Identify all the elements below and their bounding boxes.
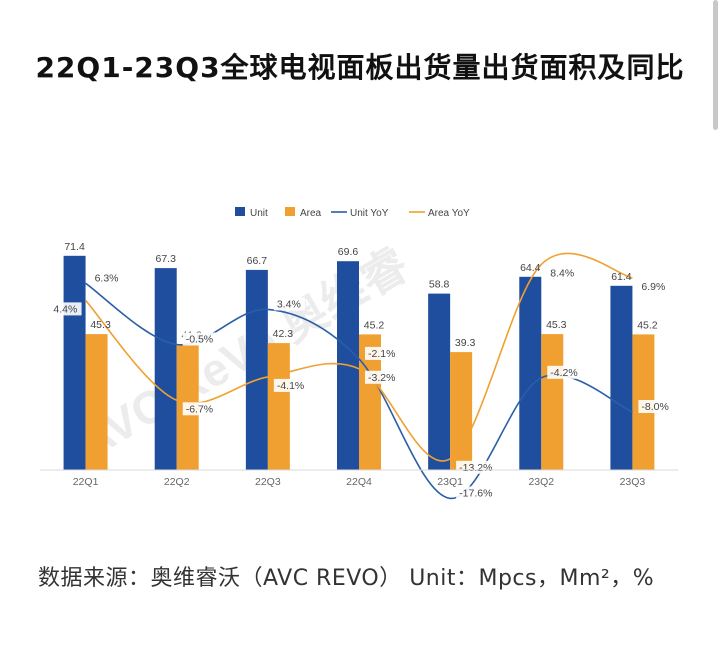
x-tick-label-23Q2: 23Q2 bbox=[528, 476, 554, 488]
yoy-label-bg-unit-yoy-22Q4 bbox=[365, 346, 403, 360]
yoy-label-area-yoy-22Q4: -3.2% bbox=[368, 372, 395, 384]
yoy-label-unit-yoy-23Q2: -4.2% bbox=[550, 367, 577, 379]
chart-legend: Unit Area Unit YoY Area YoY bbox=[235, 207, 470, 219]
bar-label-unit-23Q1: 58.8 bbox=[429, 279, 450, 291]
legend-label-2: Unit YoY bbox=[350, 208, 389, 219]
yoy-label-bg-area-yoy-23Q2 bbox=[547, 266, 579, 280]
yoy-label-bg-area-yoy-23Q1 bbox=[456, 460, 500, 474]
bar-label-area-22Q3: 42.3 bbox=[273, 328, 294, 340]
yoy-label-area-yoy-22Q3: -4.1% bbox=[277, 380, 304, 392]
source-note: 数据来源：奥维睿沃（AVC REVO） Unit：Mpcs，Mm²，% bbox=[38, 566, 655, 591]
bar-label-unit-22Q2: 67.3 bbox=[155, 253, 176, 265]
yoy-label-bg-unit-yoy-23Q2 bbox=[547, 365, 585, 379]
bar-unit-23Q3 bbox=[610, 285, 633, 470]
legend-label-1: Area bbox=[300, 208, 322, 219]
line-area-yoy bbox=[84, 252, 633, 462]
chart: Unit Area Unit YoY Area YoY AVC ReVo 奥维睿 71… bbox=[30, 190, 685, 510]
yoy-label-bg-unit-yoy-22Q1 bbox=[91, 271, 123, 285]
bar-label-area-23Q3: 45.2 bbox=[637, 319, 658, 331]
bar-unit-23Q1 bbox=[428, 293, 451, 470]
yoy-label-unit-yoy-22Q3: 3.4% bbox=[277, 298, 301, 310]
bar-unit-23Q2 bbox=[519, 276, 542, 470]
bar-label-area-23Q2: 45.3 bbox=[546, 319, 567, 331]
legend-label-3: Area YoY bbox=[428, 208, 470, 219]
bar-label-unit-22Q4: 69.6 bbox=[338, 246, 359, 258]
chart-bars bbox=[63, 255, 655, 470]
bar-label-unit-22Q3: 66.7 bbox=[247, 255, 268, 267]
x-tick-label-23Q1: 23Q1 bbox=[437, 476, 463, 488]
yoy-label-bg-unit-yoy-23Q1 bbox=[456, 486, 500, 500]
x-tick-label-22Q1: 22Q1 bbox=[73, 476, 99, 488]
bar-label-area-23Q1: 39.3 bbox=[455, 337, 476, 349]
yoy-label-unit-yoy-23Q3: -8.0% bbox=[641, 401, 668, 413]
bar-area-22Q3 bbox=[267, 343, 290, 470]
bar-unit-22Q2 bbox=[154, 268, 177, 470]
bar-unit-22Q1 bbox=[63, 255, 86, 470]
yoy-label-bg-area-yoy-22Q4 bbox=[365, 370, 403, 384]
bar-label-unit-23Q2: 64.4 bbox=[520, 262, 541, 274]
yoy-label-bg-area-yoy-22Q2 bbox=[182, 402, 221, 416]
yoy-label-bg-unit-yoy-22Q3 bbox=[273, 297, 306, 311]
yoy-label-unit-yoy-23Q1: -17.6% bbox=[459, 487, 492, 499]
bar-label-unit-22Q1: 71.4 bbox=[64, 241, 85, 253]
chart-x-axis: 22Q1 22Q2 22Q3 22Q4 23Q1 23Q2 23Q3 bbox=[40, 469, 678, 488]
yoy-label-bg-unit-yoy-22Q2 bbox=[182, 332, 221, 346]
chart-data-labels: 71.445.367.341.866.742.369.645.258.839.3… bbox=[50, 241, 676, 500]
yoy-label-area-yoy-22Q1: 4.4% bbox=[53, 303, 77, 315]
yoy-label-unit-yoy-22Q1: 6.3% bbox=[95, 272, 119, 284]
legend-swatch-1 bbox=[285, 207, 295, 216]
x-tick-label-22Q2: 22Q2 bbox=[164, 476, 190, 488]
yoy-label-area-yoy-23Q1: -13.2% bbox=[459, 462, 492, 474]
yoy-label-bg-unit-yoy-23Q3 bbox=[638, 400, 676, 413]
bar-area-23Q2 bbox=[541, 334, 564, 470]
bar-label-area-22Q1: 45.3 bbox=[90, 319, 111, 331]
yoy-label-unit-yoy-22Q2: -0.5% bbox=[186, 334, 213, 346]
bar-area-23Q1 bbox=[450, 352, 473, 470]
yoy-label-bg-area-yoy-22Q3 bbox=[273, 378, 312, 392]
yoy-label-area-yoy-22Q2: -6.7% bbox=[186, 403, 213, 415]
x-tick-label-22Q3: 22Q3 bbox=[255, 476, 281, 488]
yoy-label-area-yoy-23Q3: 6.9% bbox=[641, 281, 665, 293]
bar-area-22Q1 bbox=[85, 334, 108, 470]
chart-svg: Unit Area Unit YoY Area YoY AVC ReVo 奥维睿 71… bbox=[40, 207, 678, 500]
bar-area-22Q4 bbox=[359, 334, 381, 470]
yoy-label-unit-yoy-22Q4: -2.1% bbox=[368, 348, 395, 360]
scrollbar[interactable] bbox=[713, 0, 718, 130]
yoy-label-bg-area-yoy-22Q1 bbox=[50, 302, 82, 316]
x-tick-label-22Q4: 22Q4 bbox=[346, 476, 372, 488]
bar-unit-22Q3 bbox=[245, 269, 268, 470]
yoy-label-area-yoy-23Q2: 8.4% bbox=[550, 267, 574, 279]
yoy-label-bg-area-yoy-23Q3 bbox=[638, 279, 670, 293]
legend-label-0: Unit bbox=[250, 208, 268, 219]
page-title: 22Q1-23Q3全球电视面板出货量出货面积及同比 bbox=[35, 51, 685, 84]
legend-swatch-0 bbox=[235, 207, 245, 216]
bar-label-unit-23Q3: 61.4 bbox=[611, 271, 632, 283]
bar-label-area-22Q4: 45.2 bbox=[364, 319, 385, 331]
x-tick-label-23Q3: 23Q3 bbox=[620, 476, 646, 488]
